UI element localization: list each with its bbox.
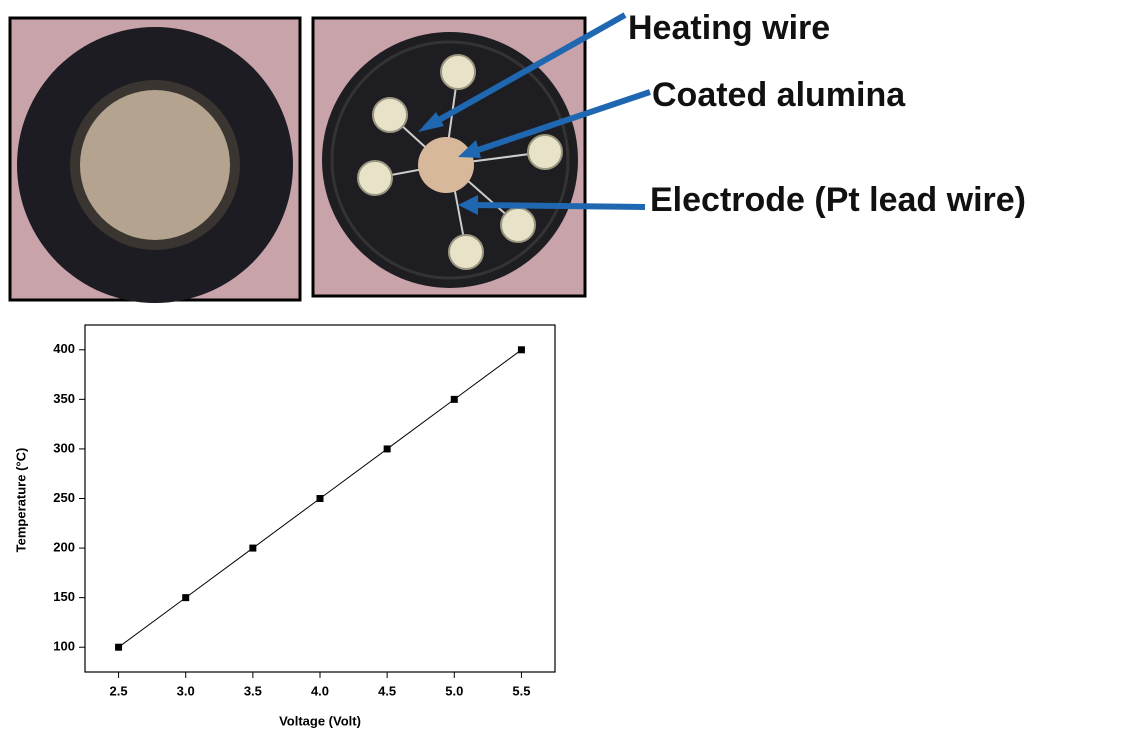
data-point [249, 545, 256, 552]
data-point [384, 445, 391, 452]
x-tick-label: 5.0 [445, 683, 463, 698]
data-point [451, 396, 458, 403]
x-tick-label: 4.5 [378, 683, 396, 698]
x-axis-label: Voltage (Volt) [279, 713, 361, 728]
data-point [317, 495, 324, 502]
x-tick-label: 5.5 [512, 683, 530, 698]
y-tick-label: 250 [53, 490, 75, 505]
x-tick-label: 4.0 [311, 683, 329, 698]
y-axis-label: Temperature (°C) [13, 448, 28, 553]
y-tick-label: 350 [53, 391, 75, 406]
y-tick-label: 150 [53, 589, 75, 604]
y-tick-label: 100 [53, 639, 75, 654]
data-point [115, 644, 122, 651]
y-tick-label: 300 [53, 440, 75, 455]
figure: Heating wire Coated alumina Electrode (P… [0, 0, 1121, 734]
y-tick-label: 200 [53, 540, 75, 555]
chart: Voltage (Volt) Temperature (°C) 2.5 3.0 3.… [13, 325, 555, 728]
x-tick-label: 3.5 [244, 683, 262, 698]
annotation: Coated alumina [652, 76, 906, 114]
y-tick-label: 400 [53, 341, 75, 356]
data-point [182, 594, 189, 601]
data-point [518, 346, 525, 353]
photo-sensor-front [10, 18, 300, 303]
annotation: Heating wire [628, 9, 830, 47]
annotation: Electrode (Pt lead wire) [650, 181, 1026, 219]
x-tick-label: 3.0 [177, 683, 195, 698]
x-tick-label: 2.5 [110, 683, 128, 698]
